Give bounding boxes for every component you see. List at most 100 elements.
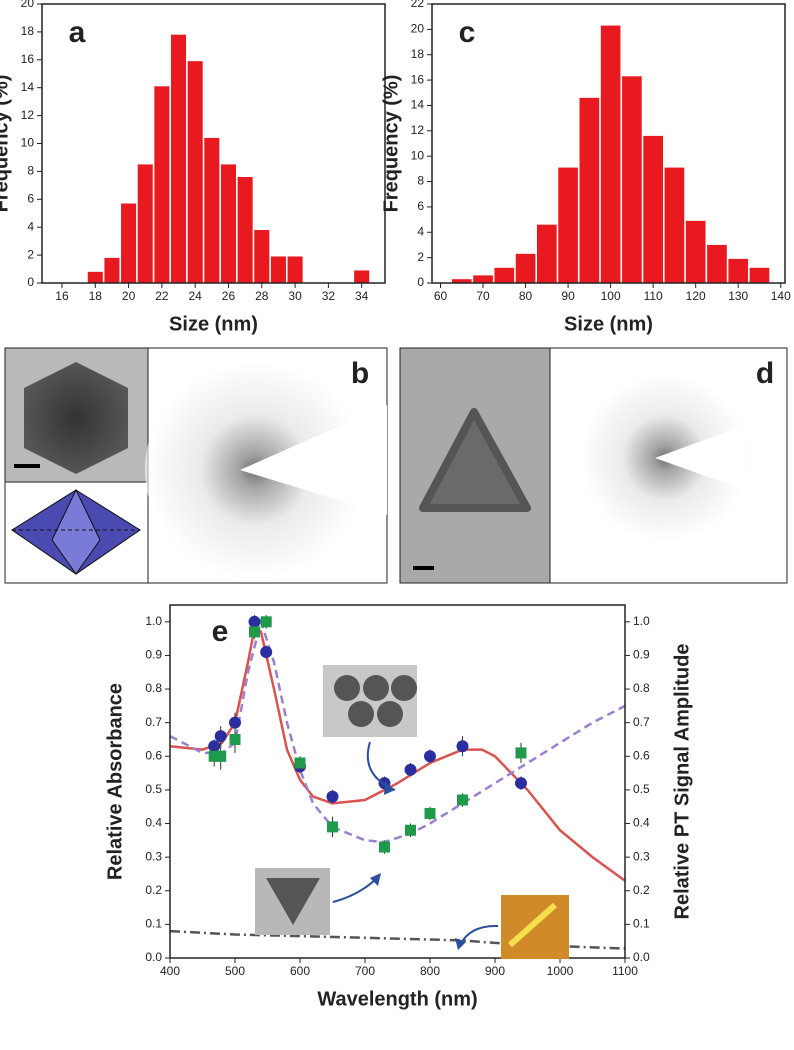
bar: [287, 256, 303, 283]
x-tick-label: 110: [644, 289, 663, 303]
y2-axis-label: Relative PT Signal Amplitude: [671, 644, 693, 920]
marker: [424, 807, 436, 819]
arrow-head: [455, 938, 466, 950]
y-tick-label: 20: [411, 22, 425, 36]
y-axis-label: Frequency (%): [0, 75, 12, 213]
plot-frame: [41, 3, 386, 284]
y-tick-label: 0.4: [145, 816, 162, 830]
inset-particle: [377, 701, 403, 727]
x-tick-label: 70: [476, 289, 490, 303]
inset-particle: [391, 675, 417, 701]
octahedron-face: [51, 488, 101, 575]
y-tick-label: 8: [417, 174, 424, 188]
beam-stop: [240, 405, 387, 515]
inset-particle: [334, 675, 360, 701]
marker: [229, 733, 241, 745]
y-tick-label: 14: [21, 80, 35, 94]
marker: [424, 750, 436, 763]
rod: [508, 902, 557, 948]
x-tick-label: 120: [686, 289, 706, 303]
marker: [326, 790, 339, 803]
bar: [579, 97, 600, 283]
bar: [121, 203, 137, 283]
x-tick-label: 16: [55, 289, 69, 303]
y2-tick-label: 1.0: [633, 614, 650, 628]
y-tick-label: 4: [417, 224, 424, 238]
bar: [707, 244, 727, 283]
marker: [248, 615, 261, 628]
arrow-head: [384, 782, 395, 795]
y-tick-label: 18: [21, 24, 35, 38]
x-tick-label: 600: [290, 964, 310, 978]
x-tick-label: 22: [155, 289, 169, 303]
bar: [154, 86, 170, 284]
panel-label: c: [459, 16, 476, 49]
y-tick-label: 2: [417, 250, 424, 264]
bar: [220, 164, 237, 283]
bar: [451, 279, 472, 283]
y-tick-label: 22: [411, 0, 425, 10]
bar: [515, 253, 536, 283]
x-tick-label: 100: [601, 289, 621, 303]
y-tick-label: 6: [417, 199, 424, 213]
plot-frame: [431, 3, 786, 284]
bar: [600, 25, 621, 284]
plot-frame: [169, 604, 626, 959]
marker: [457, 794, 468, 806]
panel-label: d: [756, 357, 774, 390]
y2-tick-label: 0.4: [633, 816, 650, 830]
bar: [749, 267, 770, 283]
x-tick-label: 90: [561, 289, 575, 303]
y-tick-label: 0.7: [145, 715, 162, 729]
marker: [405, 824, 416, 836]
y-tick-label: 8: [27, 164, 34, 178]
y-tick-label: 12: [21, 108, 35, 122]
x-tick-label: 1100: [612, 964, 638, 978]
x-axis-label: Size (nm): [169, 313, 258, 335]
arrow: [366, 741, 396, 791]
y-tick-label: 18: [411, 47, 425, 61]
y-tick-label: 0: [417, 275, 424, 289]
bar: [104, 257, 120, 283]
y-tick-label: 1.0: [145, 614, 162, 628]
panel-d: d: [399, 347, 788, 584]
particle: [419, 408, 531, 512]
panel-b: b: [4, 347, 388, 584]
marker: [208, 750, 220, 762]
x-axis-label: Wavelength (nm): [317, 988, 477, 1010]
y-axis-label: Frequency (%): [380, 75, 402, 213]
bar: [354, 270, 370, 283]
bar: [494, 267, 515, 283]
y2-tick-label: 0.0: [633, 950, 650, 964]
y-tick-label: 0.0: [145, 950, 162, 964]
arrow: [332, 876, 379, 903]
x-tick-label: 30: [288, 289, 302, 303]
bar: [87, 271, 103, 283]
marker: [515, 747, 527, 759]
y2-tick-label: 0.9: [633, 648, 650, 662]
x-tick-label: 140: [771, 289, 791, 303]
marker: [260, 646, 273, 659]
arrow-head: [370, 873, 381, 886]
marker: [456, 740, 469, 753]
inset-particle: [363, 675, 389, 701]
bar: [558, 167, 578, 283]
y-tick-label: 16: [411, 72, 425, 86]
y-tick-label: 0.8: [145, 681, 162, 695]
x-tick-label: 32: [322, 289, 336, 303]
x-tick-label: 500: [225, 964, 245, 978]
marker: [515, 777, 527, 790]
panel-label: b: [351, 357, 369, 390]
y-tick-label: 12: [411, 123, 425, 137]
x-tick-label: 400: [160, 964, 180, 978]
x-tick-label: 24: [189, 289, 203, 303]
y-tick-label: 2: [27, 247, 34, 261]
marker: [404, 763, 417, 776]
panel-label: a: [69, 16, 86, 49]
marker: [294, 757, 306, 769]
y-tick-label: 10: [21, 136, 35, 150]
x-tick-label: 28: [255, 289, 269, 303]
bar: [536, 224, 557, 283]
y-tick-label: 0.9: [145, 648, 162, 662]
